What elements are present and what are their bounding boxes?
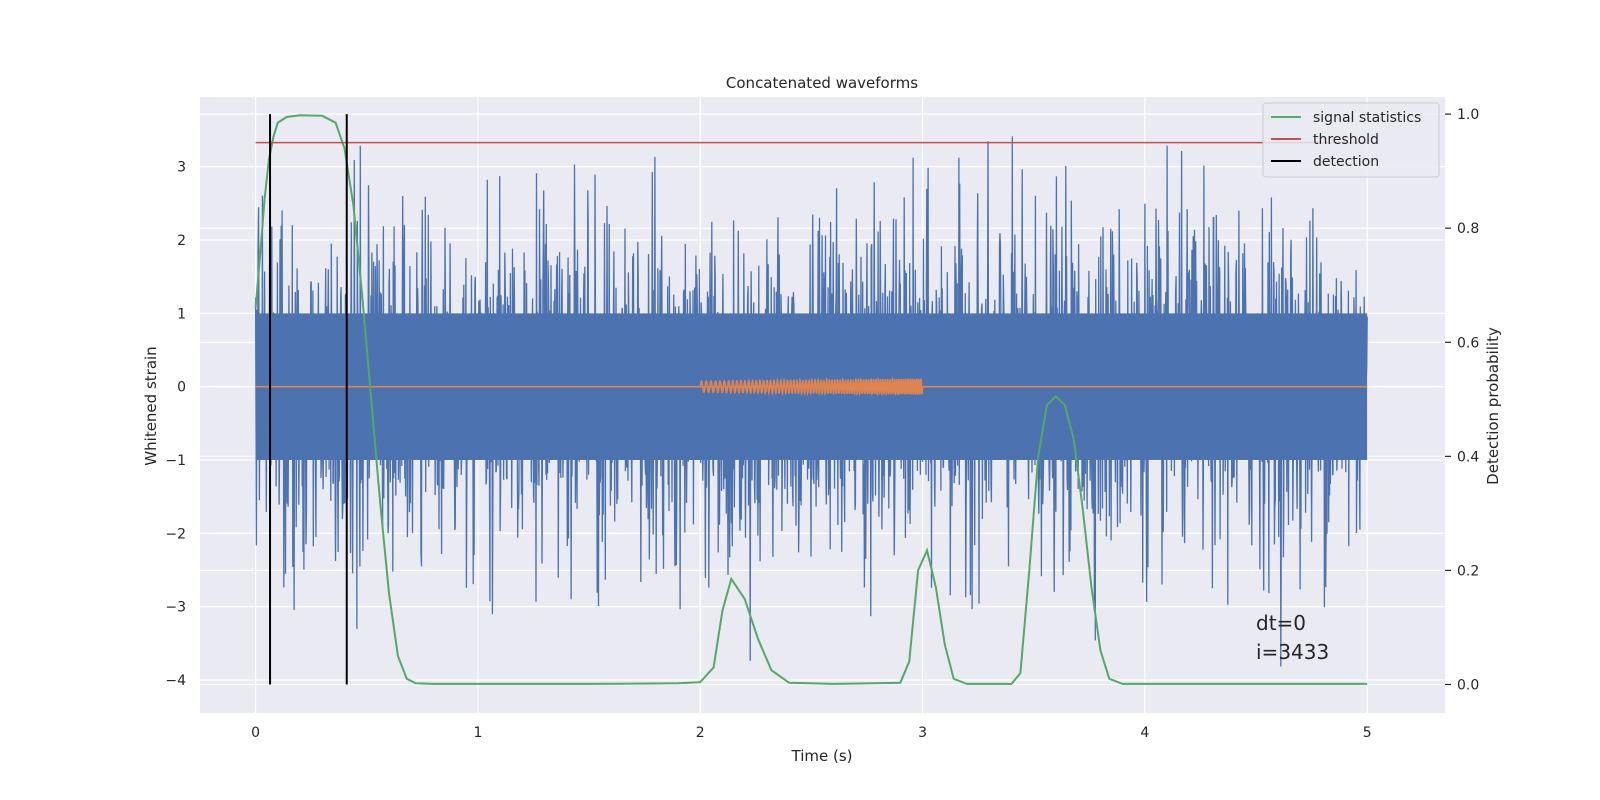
y-tick-label: 0 — [177, 380, 186, 396]
annotation-dt: dt=0 — [1256, 611, 1306, 635]
y-tick-label: −1 — [165, 453, 186, 469]
legend-label-detection: detection — [1313, 154, 1379, 170]
legend: signal statistics threshold detection — [1262, 102, 1440, 178]
x-tick-label: 3 — [918, 725, 927, 741]
legend-label-threshold: threshold — [1313, 132, 1379, 148]
y-tick-label: −2 — [165, 526, 186, 542]
x-tick-label: 0 — [251, 725, 260, 741]
x-tick-label: 2 — [696, 725, 705, 741]
y2-axis-ticks: 0.0 0.2 0.4 0.6 0.8 1.0 — [1445, 107, 1479, 693]
y-tick-label: −3 — [165, 600, 186, 616]
detection-series — [269, 114, 348, 685]
chart-title: Concatenated waveforms — [726, 74, 918, 92]
y2-tick-label: 0.8 — [1457, 221, 1479, 237]
signal-statistics-series — [254, 114, 1368, 685]
legend-label-signal-statistics: signal statistics — [1313, 110, 1421, 126]
y-axis-label: Whitened strain — [142, 346, 160, 465]
signal-statistics-line — [254, 114, 1368, 685]
x-tick-label: 5 — [1363, 725, 1372, 741]
legend-box — [1262, 102, 1440, 178]
x-axis-ticks: 0 1 2 3 4 5 — [251, 725, 1372, 741]
injected-signal-chirp — [699, 376, 924, 397]
x-axis-label: Time (s) — [791, 747, 853, 765]
y2-tick-label: 0.2 — [1457, 563, 1479, 579]
x-tick-label: 1 — [473, 725, 482, 741]
y-tick-label: 2 — [177, 233, 186, 249]
y-axis-ticks: −4 −3 −2 −1 0 1 2 3 — [165, 160, 186, 689]
y-tick-label: −4 — [165, 673, 186, 689]
y-tick-label: 3 — [177, 160, 186, 176]
y-tick-label: 1 — [177, 306, 186, 322]
y2-tick-label: 0.0 — [1457, 677, 1479, 693]
noise-trace — [254, 136, 1368, 667]
x-tick-label: 4 — [1140, 725, 1149, 741]
injected-signal-series — [255, 376, 1368, 397]
y2-tick-label: 0.6 — [1457, 335, 1479, 351]
annotation-i: i=3433 — [1256, 640, 1329, 664]
y2-axis-label: Detection probability — [1484, 327, 1502, 485]
y2-tick-label: 0.4 — [1457, 449, 1479, 465]
y2-tick-label: 1.0 — [1457, 107, 1479, 123]
